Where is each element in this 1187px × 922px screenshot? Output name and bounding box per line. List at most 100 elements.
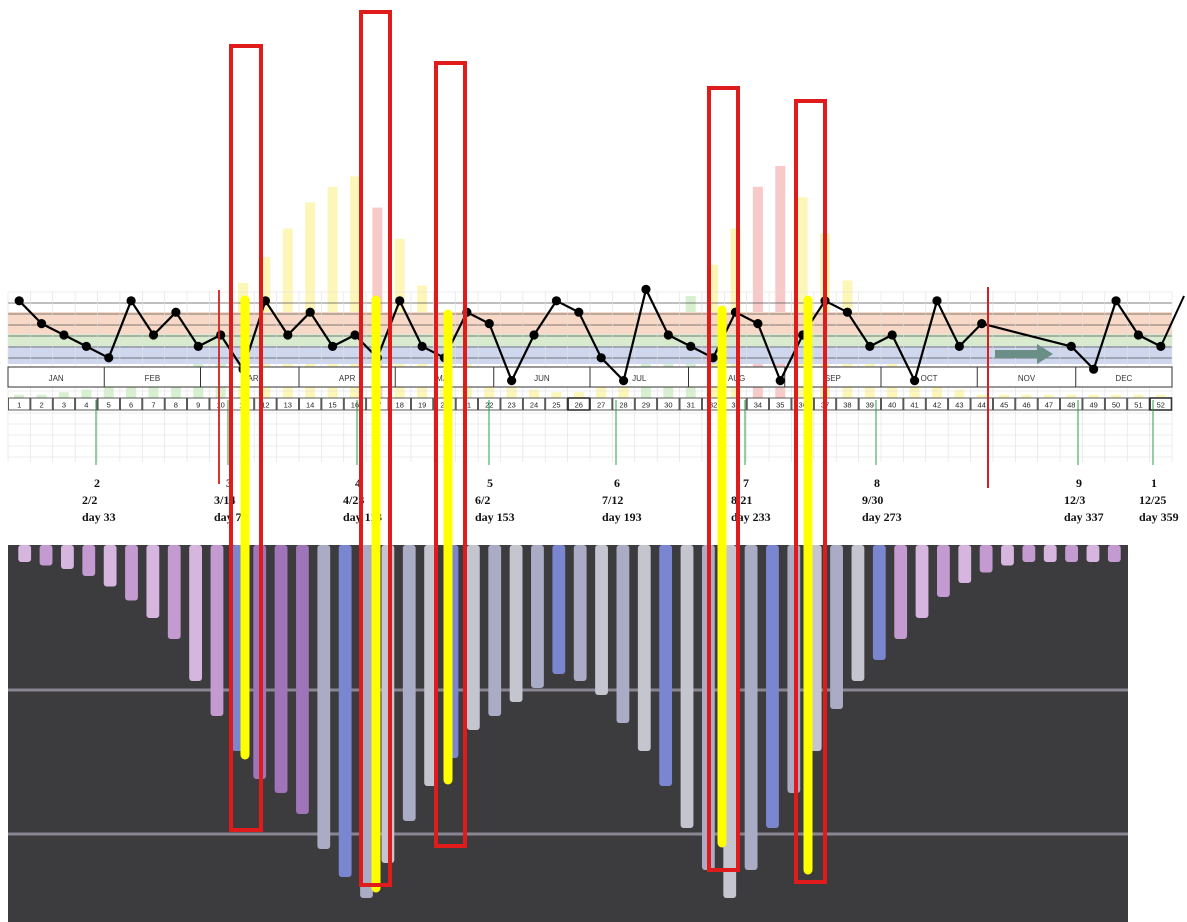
week-label: 15 — [328, 401, 336, 410]
lower-bar — [509, 545, 523, 702]
lower-bar — [360, 545, 373, 898]
upper-bar — [1043, 394, 1054, 400]
week-label: 2 — [39, 401, 43, 410]
week-label: 26 — [575, 401, 583, 410]
week-label: 45 — [1000, 401, 1008, 410]
highlight-overlays — [229, 10, 827, 893]
upper-bar — [506, 384, 517, 400]
week-cell — [836, 397, 859, 411]
series-point — [842, 307, 853, 317]
week-label: 14 — [306, 401, 314, 410]
highlight-box — [707, 86, 740, 872]
week-label: 44 — [978, 401, 986, 410]
upper-bar — [126, 379, 137, 400]
week-cell — [1015, 397, 1038, 411]
series-point — [305, 307, 315, 317]
upper-bar — [14, 394, 25, 400]
month-row: JANFEBMARAPRMAYJUNJULAUGSEPOCTNOVDEC — [7, 344, 1173, 388]
lower-bar — [595, 545, 608, 695]
marker-number: 4 — [355, 476, 361, 490]
week-label: 10 — [216, 401, 224, 410]
week-cell — [1149, 397, 1173, 411]
upper-bar — [797, 197, 808, 400]
week-label: 13 — [284, 401, 292, 410]
series-point — [283, 330, 293, 340]
week-cell — [567, 397, 591, 411]
week-label: 19 — [418, 401, 426, 410]
series-point — [148, 330, 159, 340]
lower-bar — [894, 545, 908, 639]
series-point — [350, 330, 360, 340]
week-label: 42 — [933, 401, 941, 410]
series-point — [171, 307, 181, 317]
week-label: 47 — [1045, 401, 1053, 410]
lower-bar — [466, 545, 480, 730]
month-label: NOV — [1018, 374, 1036, 383]
lower-panel — [8, 545, 1128, 922]
week-cell — [1060, 397, 1083, 411]
marker-day: day 337 — [1064, 510, 1104, 524]
week-cell — [590, 397, 613, 411]
week-label: 30 — [664, 401, 672, 410]
lower-bar — [766, 545, 779, 828]
lower-bar — [381, 545, 395, 863]
series-point — [977, 319, 987, 329]
marker-date: 12/3 — [1064, 493, 1085, 507]
week-label: 41 — [910, 401, 918, 410]
week-label: 51 — [1134, 401, 1142, 410]
lower-bar — [317, 545, 331, 849]
marker-day: day 193 — [602, 510, 642, 524]
lower-bar — [872, 545, 886, 660]
lower-bar — [125, 545, 138, 601]
lower-bar — [531, 545, 544, 688]
lower-bar — [830, 545, 843, 709]
upper-bar — [81, 389, 92, 400]
series-point — [1111, 296, 1121, 306]
week-label: 33 — [731, 401, 739, 410]
week-label: 29 — [642, 401, 650, 410]
series-point — [596, 353, 606, 363]
series-point — [507, 376, 517, 386]
highlight-box — [359, 10, 392, 887]
week-label: 38 — [843, 401, 851, 410]
week-label: 39 — [866, 401, 874, 410]
lower-bar — [18, 545, 32, 562]
week-label: 32 — [709, 401, 717, 410]
series-point — [887, 330, 897, 340]
series-point — [126, 296, 136, 306]
upper-bar — [976, 394, 987, 400]
lower-bar — [424, 545, 438, 786]
week-label: 34 — [754, 401, 762, 410]
week-label: 40 — [888, 401, 896, 410]
lower-bar — [167, 545, 181, 639]
series-point — [954, 341, 964, 351]
month-label: MAR — [241, 374, 259, 383]
marker-number: 1 — [1151, 476, 1157, 490]
series-point — [395, 296, 405, 306]
lower-bar — [1001, 545, 1014, 566]
upper-bar — [349, 176, 360, 400]
upper-bar — [1066, 394, 1077, 400]
week-cell — [657, 397, 680, 411]
lower-bar — [1086, 545, 1100, 562]
week-cell — [97, 397, 120, 411]
week-label: 28 — [619, 401, 627, 410]
lower-bar — [659, 545, 673, 786]
lower-bar — [61, 545, 74, 569]
week-cell — [679, 397, 702, 411]
week-cell — [142, 397, 165, 411]
arrow-shaft — [995, 350, 1037, 358]
week-label: 31 — [687, 401, 695, 410]
week-cell — [1082, 397, 1105, 411]
marker-day: day 359 — [1139, 510, 1179, 524]
week-label: 48 — [1067, 401, 1075, 410]
week-label: 50 — [1112, 401, 1120, 410]
series-point — [529, 330, 539, 340]
series-point — [686, 341, 696, 351]
series-point — [641, 284, 651, 294]
lower-bar — [915, 545, 929, 618]
upper-bar — [999, 394, 1010, 400]
arrow-head-icon — [1037, 344, 1053, 364]
week-label: 5 — [107, 401, 111, 410]
week-cell — [164, 397, 187, 411]
